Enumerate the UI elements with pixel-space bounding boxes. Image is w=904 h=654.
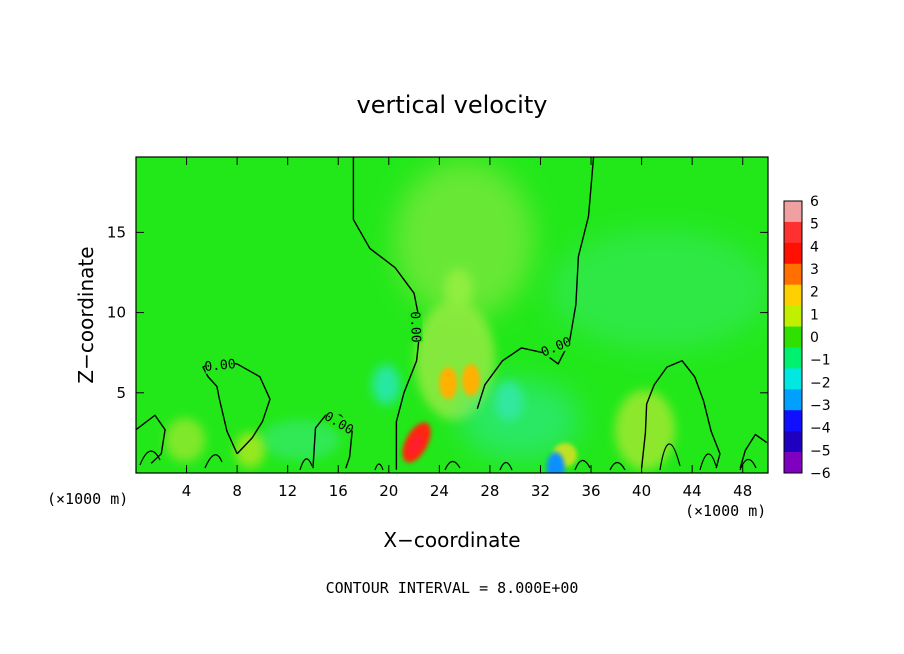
y-axis-label: Z−coordinate: [74, 246, 98, 383]
colorbar-label: −2: [810, 375, 831, 391]
plot-frame: [135, 156, 769, 474]
colorbar-label: −3: [810, 398, 831, 414]
colorbar-swatch: [784, 221, 802, 244]
field-feature-1: [439, 367, 458, 400]
contour-fragment-2: [299, 458, 313, 471]
field-feature-6: [546, 452, 565, 473]
colorbar-label: 1: [810, 307, 819, 323]
x-tick-label: 8: [232, 482, 242, 500]
contour-fragment-1: [204, 454, 223, 469]
field-feature-2: [461, 363, 480, 396]
colorbar-label: 3: [810, 262, 819, 278]
colorbar-label: −4: [810, 421, 831, 437]
contour-fragment-3: [374, 463, 384, 471]
contour-label: 0.00: [204, 357, 237, 375]
x-unit-right: (×1000 m): [685, 502, 766, 520]
field-feature-4: [372, 364, 401, 405]
colorbar-label: −1: [810, 353, 831, 369]
contour-label-bg: [539, 334, 573, 360]
colorbar-swatch: [784, 284, 802, 306]
x-tick-label: 48: [733, 482, 752, 500]
x-tick-label: 40: [632, 482, 651, 500]
field-feature-5: [494, 380, 523, 421]
colorbar-swatch: [784, 431, 802, 453]
colorbar-swatch: [784, 326, 802, 348]
colorbar-label: 4: [810, 239, 819, 255]
x-tick-label: 24: [430, 482, 449, 500]
x-tick-label: 20: [379, 482, 398, 500]
contour-fragment-9: [699, 453, 717, 471]
contour-fragment-8: [659, 443, 681, 471]
colorbar-label: −5: [810, 443, 831, 459]
field-feature-3: [444, 268, 473, 309]
x-tick-label: 12: [278, 482, 297, 500]
colorbar-swatch: [784, 242, 802, 265]
contour-line-4: [640, 360, 721, 469]
colorbar-label: 2: [810, 285, 819, 301]
x-tick-label: 44: [683, 482, 702, 500]
contour-label-bg: [322, 409, 356, 438]
contour-fragment-10: [739, 458, 757, 471]
zero-contours: 0.000.000.000.00: [136, 157, 768, 471]
x-tick-label: 16: [329, 482, 348, 500]
colorbar: 6 5 4 3 2 1 0 −1 −2 −3 −4 −5 −6: [783, 194, 831, 482]
contour-label-bg: [204, 357, 236, 374]
x-tick-label: 32: [531, 482, 550, 500]
contour-line-0: [352, 157, 422, 470]
colorbar-swatch: [784, 410, 802, 432]
contour-fragment-0: [139, 450, 161, 466]
colorbar-swatch: [784, 452, 802, 474]
field-shading: [165, 160, 768, 470]
contour-fragment-5: [499, 461, 513, 471]
colorbar-label: 6: [810, 194, 819, 210]
contour-fragment-4: [444, 460, 461, 471]
colorbar-swatch: [784, 263, 802, 285]
field-feature-core-inner: [408, 434, 423, 455]
colorbar-frame: [783, 200, 803, 474]
contour-line-1: [476, 157, 595, 410]
colorbar-label: 0: [810, 330, 819, 346]
colorbar-swatch: [784, 347, 802, 369]
contour-fragment-7: [609, 461, 626, 471]
y-tick-label: 5: [116, 384, 126, 402]
contour-label-bg: [407, 311, 423, 343]
contour-fragment-6: [574, 459, 591, 471]
colorbar-label: −6: [810, 466, 831, 482]
y-tick-label: 15: [107, 223, 126, 241]
x-tick-label: 4: [182, 482, 192, 500]
colorbar-label: 5: [810, 217, 819, 233]
colorbar-swatch: [784, 389, 802, 411]
contour-line-3: [312, 414, 353, 469]
colorbar-swatch: [784, 368, 802, 390]
y-tick-label: 10: [107, 304, 126, 322]
colorbar-swatch: [784, 305, 802, 327]
contour-line-6: [739, 433, 768, 469]
field-features: [372, 268, 565, 473]
chart-title: vertical velocity: [357, 91, 548, 119]
colorbar-swatch: [784, 201, 802, 223]
x-axis-label: X−coordinate: [383, 528, 520, 552]
x-axis-ticks: 4 8 12 16 20 24 28 32 36 40 44 48: [182, 157, 752, 500]
y-axis-ticks: 5 10 15: [107, 223, 768, 402]
contour-label: 0.00: [407, 311, 423, 343]
x-tick-label: 36: [581, 482, 600, 500]
x-tick-label: 28: [480, 482, 499, 500]
contour-interval-footer: CONTOUR INTERVAL = 8.000E+00: [326, 579, 579, 597]
x-unit-left: (×1000 m): [47, 490, 128, 508]
